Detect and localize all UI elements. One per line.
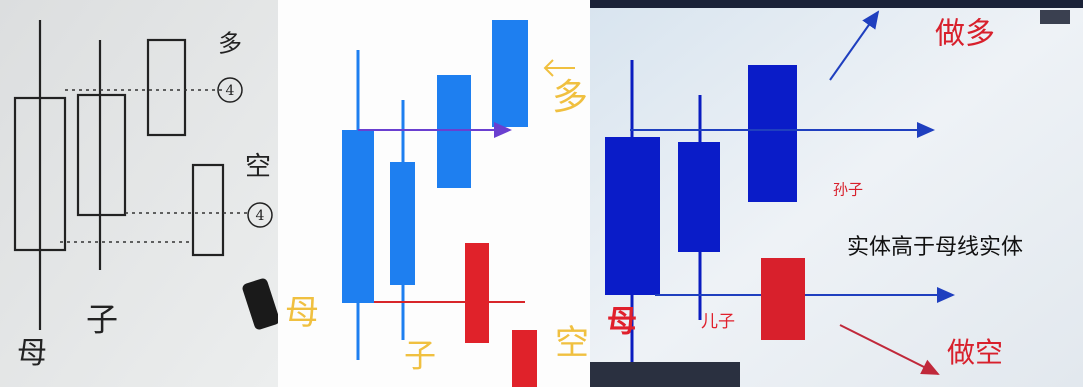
- circle: [247, 202, 273, 228]
- blue-candles: [342, 20, 528, 303]
- screen-panel: 做多 孙子 实体高于母线实体 母 儿子 做空: [590, 0, 1083, 387]
- label: 子: [404, 337, 436, 375]
- screen-bezel: [590, 0, 1083, 8]
- down-arrow: [839, 324, 940, 375]
- blue-candles: [605, 65, 797, 295]
- label: 多: [552, 77, 588, 118]
- sketch-labels: 母 子 多 空: [285, 77, 589, 375]
- red-candles: [465, 243, 537, 387]
- label: 实体高于母线实体: [847, 235, 1023, 260]
- screen-bg: [590, 0, 1083, 387]
- sketch-bg: [278, 0, 590, 387]
- yellow-arrow: [543, 59, 575, 77]
- whiteboard-panel: 母 子 多 4 空 4: [0, 0, 280, 387]
- circle: [217, 77, 243, 103]
- sketch-candles: [13, 20, 225, 330]
- label: 孙子: [833, 181, 863, 199]
- up-arrow: [829, 10, 880, 81]
- label: 空: [245, 152, 271, 182]
- label: 4: [226, 83, 235, 99]
- label: 多: [218, 30, 242, 58]
- label: 做空: [947, 336, 1003, 369]
- label: 做多: [935, 17, 995, 52]
- label: 母: [17, 336, 47, 371]
- label: 4: [256, 208, 265, 224]
- whiteboard-labels: 母 子 多 4 空 4: [17, 30, 271, 372]
- toolbar-icon: [1040, 10, 1070, 24]
- label: 母: [607, 305, 637, 340]
- eraser: [242, 278, 280, 330]
- label: 儿子: [701, 312, 735, 332]
- label: 母: [285, 293, 319, 333]
- label: 空: [555, 323, 589, 363]
- sketch-panel: 母 子 多 空: [278, 0, 590, 387]
- dotted-lines: [60, 89, 250, 243]
- screen-labels: 做多 孙子 实体高于母线实体 母 儿子 做空: [607, 17, 1023, 370]
- red-candle: [761, 258, 805, 340]
- toolbar: [590, 362, 740, 387]
- whiteboard-bg: [0, 0, 278, 387]
- label: 子: [86, 301, 118, 339]
